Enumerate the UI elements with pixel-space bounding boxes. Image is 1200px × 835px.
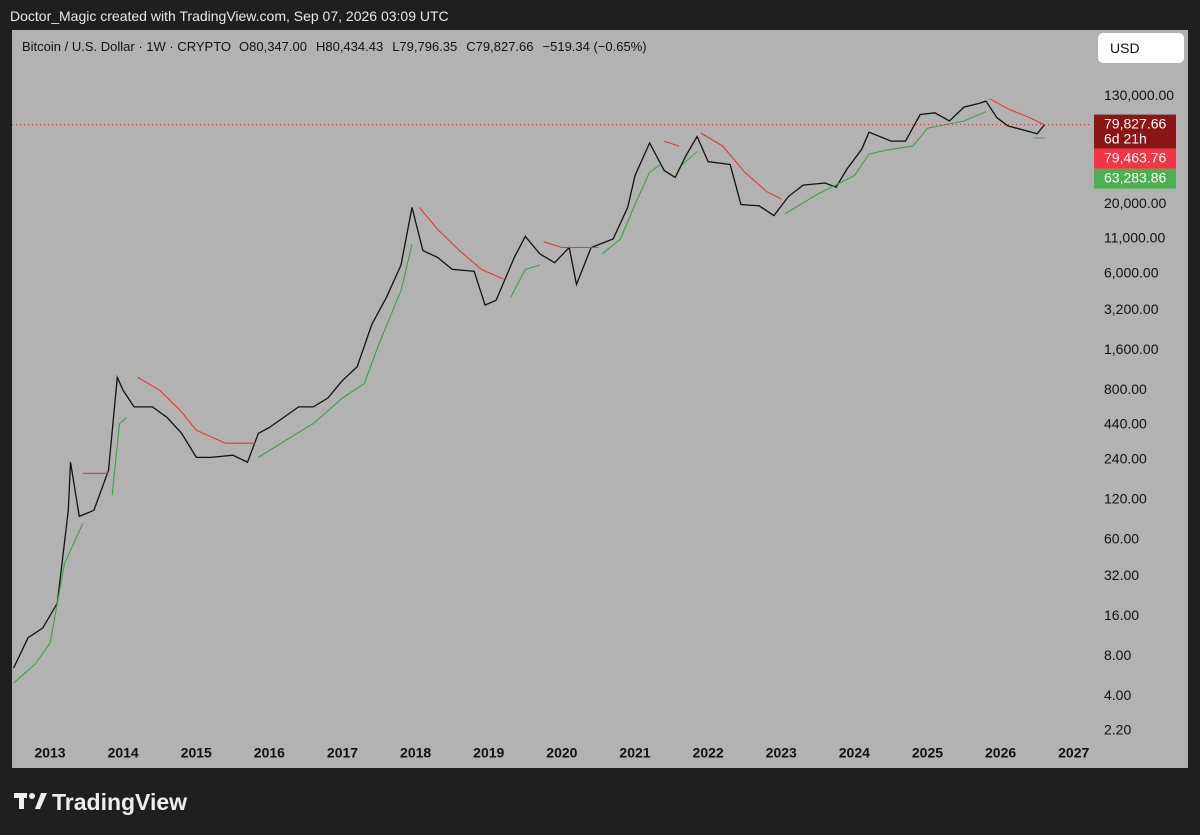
x-tick-label: 2017 [327,745,358,761]
logo-icon [14,793,47,809]
y-tick-label: 16.00 [1104,607,1139,623]
price-label: 79,827.66 [1104,115,1166,131]
x-tick-label: 2013 [34,745,65,761]
x-tick-label: 2016 [254,745,285,761]
supertrend-line [82,98,1045,474]
y-tick-label: 4.00 [1104,687,1131,703]
y-tick-label: 6,000.00 [1104,265,1159,281]
supertrend-line [13,111,1045,684]
y-tick-label: 3,200.00 [1104,301,1159,317]
currency-button[interactable]: USD [1098,33,1184,63]
y-tick-label: 2.20 [1104,721,1131,737]
y-tick-label: 800.00 [1104,381,1147,397]
ohlc-value: H80,434.43 [315,39,384,54]
x-tick-label: 2025 [912,745,943,761]
chart-panel [12,30,1188,768]
price-label: 63,283.86 [1104,169,1166,185]
ohlc: O80,347.00 H80,434.43 L79,796.35 C79,827.66… [239,39,647,54]
y-tick-label: 1,600.00 [1104,341,1159,357]
x-tick-label: 2022 [693,745,724,761]
x-tick-label: 2014 [108,745,139,761]
y-tick-label: 130,000.00 [1104,87,1174,103]
price-label-box [1094,168,1176,189]
x-tick-label: 2026 [985,745,1016,761]
x-tick-label: 2027 [1058,745,1089,761]
price-label-box [1094,148,1176,169]
ohlc-value: −519.34 (−0.65%) [542,39,647,54]
price-label-box [1094,114,1176,149]
x-tick-label: 2018 [400,745,431,761]
y-tick-label: 440.00 [1104,415,1147,431]
x-tick-label: 2019 [473,745,504,761]
price-line [12,100,1046,669]
countdown: 6d 21h [1104,130,1147,146]
legend: Bitcoin / U.S. Dollar · 1W · CRYPTO O80,… [22,39,647,54]
ohlc-value: O80,347.00 [239,39,307,54]
x-tick-label: 2021 [619,745,650,761]
y-tick-label: 240.00 [1104,450,1147,466]
brand: TradingView [52,789,188,815]
y-tick-label: 8.00 [1104,647,1131,663]
symbol: Bitcoin / U.S. Dollar · 1W · CRYPTO [22,39,232,54]
price-label: 79,463.76 [1104,149,1166,165]
x-tick-label: 2015 [181,745,212,761]
y-tick-label: 20,000.00 [1104,195,1166,211]
x-tick-label: 2020 [546,745,577,761]
y-tick-label: 120.00 [1104,490,1147,506]
y-tick-label: 11,000.00 [1104,230,1165,246]
y-tick-label: 60.00 [1104,531,1139,547]
ohlc-value: L79,796.35 [392,39,458,54]
y-tick-label: 32.00 [1104,567,1139,583]
x-tick-label: 2024 [839,745,870,761]
x-tick-label: 2023 [766,745,797,761]
ohlc-value: C79,827.66 [466,39,534,54]
attribution: Doctor_Magic created with TradingView.co… [10,8,449,24]
